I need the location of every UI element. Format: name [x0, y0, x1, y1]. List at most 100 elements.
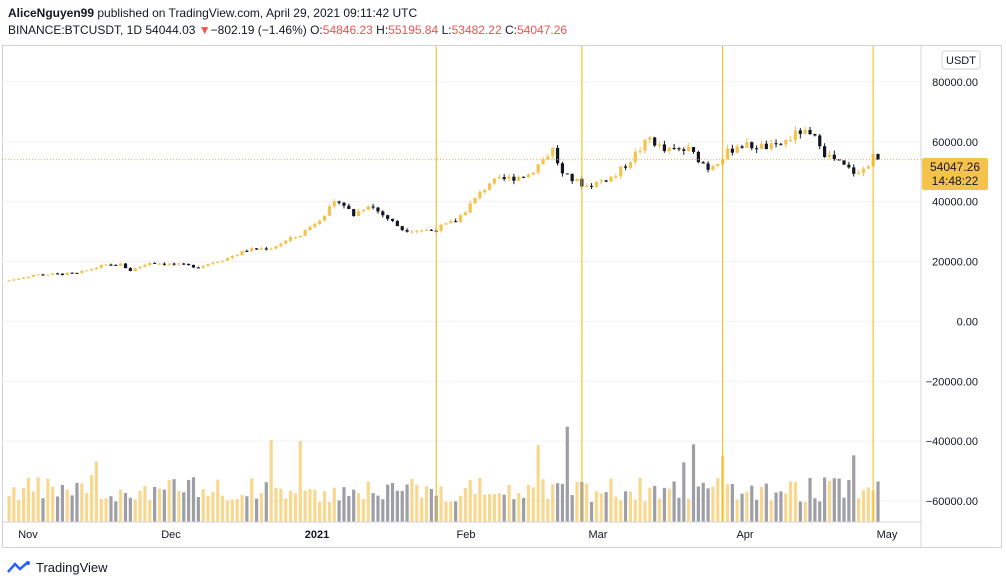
volume-bar [633, 499, 637, 522]
volume-bar [254, 498, 259, 522]
volume-bar [46, 478, 50, 522]
candle-body [80, 270, 84, 273]
volume-bar [177, 490, 181, 522]
candle-body [716, 164, 720, 167]
candle-body [536, 164, 540, 173]
price-tick-label: 20000.00 [932, 257, 978, 269]
volume-bar [308, 488, 312, 522]
volume-bar [643, 501, 647, 522]
candle-body [735, 146, 739, 153]
candle-body [410, 231, 414, 233]
candle-body [70, 272, 74, 274]
candle-body [196, 267, 200, 269]
volume-bar [711, 486, 715, 522]
volume-bar [274, 487, 278, 522]
volume-bar [245, 496, 249, 522]
candle-body [250, 248, 254, 252]
candle-body [672, 147, 676, 149]
candle-body [65, 272, 69, 275]
volume-bar [123, 493, 128, 522]
currency-badge[interactable]: USDT [941, 50, 981, 70]
volume-bar [235, 498, 239, 522]
candle-body [420, 230, 424, 232]
volume-bar [94, 461, 98, 522]
volume-bar [852, 455, 856, 522]
publish-line: AliceNguyen99 published on TradingView.c… [8, 5, 567, 22]
volume-bar [638, 477, 642, 522]
candle-body [677, 148, 681, 150]
volume-bar [55, 496, 60, 522]
volume-bar [774, 492, 778, 522]
candle-body [46, 274, 50, 276]
volume-bar [104, 498, 108, 522]
candle-body [254, 248, 259, 250]
volume-bar [497, 493, 501, 522]
candle-body [332, 201, 336, 207]
volume-bar [60, 484, 65, 522]
volume-bar [653, 485, 657, 522]
volume-bar [172, 479, 176, 522]
candle-body [852, 167, 856, 174]
candle-body [439, 224, 443, 231]
volume-bar [342, 487, 346, 522]
candle-body [628, 162, 633, 168]
candle-body [55, 273, 60, 275]
time-tick-label: Dec [161, 529, 181, 541]
candle-body [478, 191, 482, 198]
volume-bar [483, 494, 487, 522]
price-tick-label: 0.00 [957, 316, 978, 328]
volume-bar [745, 491, 749, 522]
candle-body [764, 143, 768, 149]
candle-body [240, 250, 244, 255]
candlesticks [7, 126, 880, 282]
candle-body [832, 154, 836, 160]
volume-bar [449, 501, 453, 522]
volume-bar [648, 487, 652, 522]
volume-bar [589, 501, 594, 522]
volume-bar [21, 487, 26, 522]
volume-bar [570, 495, 574, 522]
volume-bar [682, 462, 686, 522]
chart-header: AliceNguyen99 published on TradingView.c… [8, 5, 567, 39]
candle-body [769, 143, 773, 149]
candle-body [856, 172, 861, 174]
volume-bar [143, 486, 147, 522]
volume-bar [716, 477, 720, 522]
candle-body [12, 279, 16, 281]
volume-bar [211, 492, 215, 522]
candle-body [449, 221, 453, 224]
candle-body [415, 230, 419, 232]
volume-bar [191, 477, 196, 522]
chart-frame [2, 45, 1002, 548]
volume-bar [376, 495, 380, 522]
candle-body [847, 164, 851, 168]
candle-body [327, 206, 332, 216]
volume-bar [288, 490, 293, 522]
time-axis[interactable]: Nov Dec 2021 Feb Mar Apr May [18, 529, 898, 541]
volume-bar [536, 444, 540, 522]
price-axis[interactable]: 80000.00 60000.00 40000.00 20000.00 0.00 −200… [926, 77, 978, 508]
candle-body [454, 221, 458, 223]
candle-body [313, 224, 317, 227]
candle-body [133, 268, 137, 272]
volume-bar [36, 477, 40, 522]
candle-body [390, 218, 395, 221]
change-value: −802.19 (−1.46%) [210, 23, 307, 37]
volume-bar [371, 493, 375, 522]
candle-body [303, 230, 307, 236]
volume-bar [133, 499, 137, 522]
candle-body [512, 176, 516, 181]
volume-bar [313, 489, 317, 522]
candle-body [60, 273, 65, 275]
volume-bar [400, 490, 404, 522]
volume-bar [386, 484, 390, 522]
volume-bar [109, 496, 113, 522]
volume-bar [119, 489, 123, 522]
volume-bar [565, 426, 569, 522]
candle-body [827, 154, 832, 157]
candle-body [740, 146, 744, 148]
time-tick-label: Nov [18, 529, 38, 541]
volume-bar [473, 493, 477, 522]
candle-body [337, 201, 341, 203]
